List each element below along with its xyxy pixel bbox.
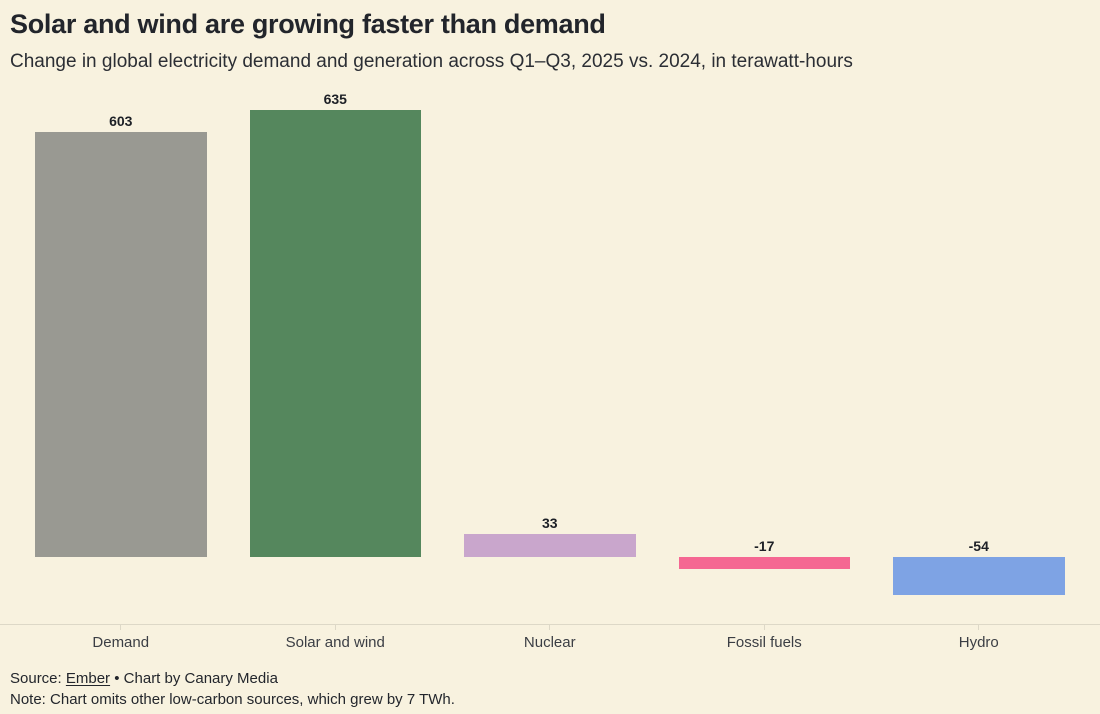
axis-tick	[978, 624, 980, 630]
axis-tick	[549, 624, 551, 630]
source-link[interactable]: Ember	[65, 670, 111, 687]
note-line: Note: Chart omits other low-carbon sourc…	[10, 691, 455, 708]
category-label-demand: Demand	[92, 634, 150, 651]
value-label-hydro: -54	[968, 538, 989, 554]
category-label-nuclear: Nuclear	[523, 634, 576, 651]
bar-solar-and-wind	[249, 110, 421, 557]
axis-tick	[763, 624, 765, 630]
category-label-fossil-fuels: Fossil fuels	[726, 634, 802, 651]
category-label-hydro: Hydro	[958, 634, 999, 651]
bar-nuclear	[464, 534, 636, 557]
page-title: Solar and wind are growing faster than d…	[10, 9, 606, 39]
axis-tick	[334, 624, 336, 630]
axis-tick	[120, 624, 122, 630]
source-credit: Chart by Canary Media	[123, 670, 278, 687]
value-label-demand: 603	[109, 113, 133, 129]
chart-footer: Source: Ember • Chart by Canary Media No…	[10, 668, 455, 710]
source-line: Source: Ember • Chart by Canary Media	[10, 668, 455, 689]
bar-fossil-fuels	[678, 557, 850, 569]
bar-hydro	[893, 557, 1065, 595]
value-label-nuclear: 33	[541, 515, 558, 531]
category-label-solar-and-wind: Solar and wind	[285, 634, 385, 651]
chart-subtitle: Change in global electricity demand and …	[10, 51, 853, 72]
source-prefix: Source:	[10, 670, 62, 687]
value-label-solar-and-wind: 635	[323, 91, 347, 107]
bar-demand	[35, 132, 207, 557]
value-label-fossil-fuels: -17	[754, 538, 775, 554]
source-separator: •	[114, 670, 120, 687]
